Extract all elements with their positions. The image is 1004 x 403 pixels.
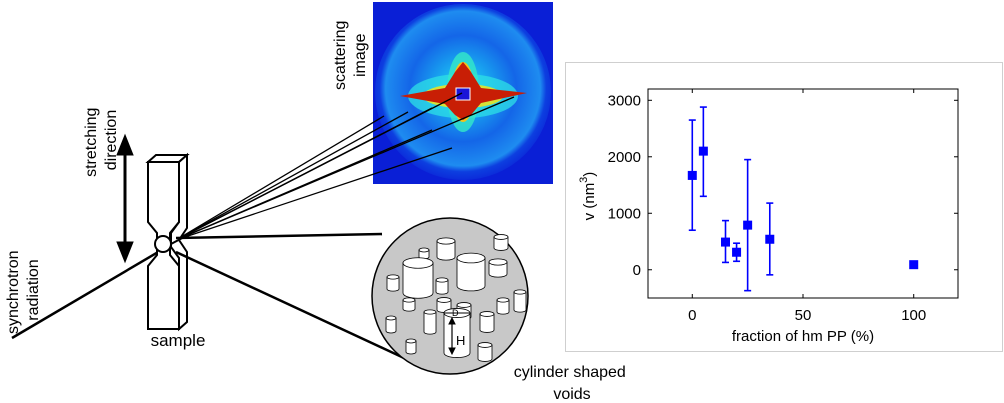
chart-data-point bbox=[743, 220, 753, 230]
chart-y-axis-label-sup: 3 bbox=[578, 177, 590, 183]
void-cylinder bbox=[386, 274, 400, 292]
void-cylinder bbox=[456, 252, 486, 292]
chart-marks bbox=[687, 106, 919, 292]
voids-label: cylinder shaped voids bbox=[514, 364, 631, 403]
scattering-image-label: scattering image bbox=[332, 16, 369, 90]
chart-y-axis-label-close: ) bbox=[581, 172, 598, 177]
void-cylinder bbox=[402, 257, 434, 299]
void-disc-circle bbox=[371, 217, 529, 375]
chart-x-tick-label: 100 bbox=[901, 307, 926, 324]
beam bbox=[11, 246, 166, 340]
sample-label: sample bbox=[151, 331, 206, 350]
beam-continuation bbox=[170, 235, 187, 245]
scattering-image bbox=[373, 2, 553, 184]
void-cylinder bbox=[423, 309, 437, 335]
sample bbox=[145, 152, 190, 332]
void-cylinder bbox=[488, 258, 508, 278]
beamstop bbox=[455, 87, 471, 101]
chart-y-axis-label: v (nm3) bbox=[578, 172, 598, 221]
chart-frame bbox=[565, 62, 1003, 352]
void-cylinders bbox=[385, 234, 527, 362]
void-cylinder bbox=[402, 297, 416, 312]
stretching-direction-label: stretching direction bbox=[83, 103, 120, 177]
void-cylinder bbox=[435, 277, 449, 295]
magnification-lines bbox=[175, 232, 405, 360]
chart-x-axis-label: fraction of hm PP (%) bbox=[732, 328, 874, 345]
scattered-rays bbox=[175, 92, 515, 241]
chart-x-tick-label: 0 bbox=[688, 307, 696, 324]
chart-x-tick-label: 50 bbox=[795, 307, 812, 324]
chart-data-point bbox=[765, 234, 775, 244]
void-cylinder bbox=[436, 237, 456, 261]
chart-y-tick-label: 2000 bbox=[608, 149, 641, 166]
chart-data-point bbox=[732, 247, 742, 257]
void-cylinder bbox=[385, 315, 397, 334]
chart-data-point bbox=[698, 146, 708, 156]
void-cylinder bbox=[513, 289, 527, 313]
void-dimension-arrows bbox=[444, 312, 470, 356]
chart-y-axis-label-main: v (nm bbox=[581, 183, 598, 221]
void-cylinder bbox=[405, 338, 417, 355]
chart-y-tick-label: 1000 bbox=[608, 205, 641, 222]
chart-data-point bbox=[687, 170, 697, 180]
void-cylinder bbox=[493, 234, 509, 251]
void-cylinder bbox=[479, 311, 495, 333]
chart-y-tick-label: 3000 bbox=[608, 92, 641, 109]
sample-illuminated-spot bbox=[154, 235, 172, 253]
void-cylinder bbox=[418, 247, 430, 260]
void-disc: H D bbox=[371, 217, 529, 375]
void-diameter-label: D bbox=[452, 308, 459, 318]
void-cylinder bbox=[496, 297, 510, 315]
chart-y-tick-label: 0 bbox=[633, 262, 641, 279]
synchrotron-radiation-label: synchrotron radiation bbox=[5, 246, 42, 334]
void-cylinder bbox=[477, 342, 493, 362]
chart-data-point bbox=[721, 237, 730, 247]
stretching-arrow bbox=[116, 133, 134, 264]
void-height-label: H bbox=[456, 333, 465, 348]
chart-data-point bbox=[909, 260, 919, 270]
